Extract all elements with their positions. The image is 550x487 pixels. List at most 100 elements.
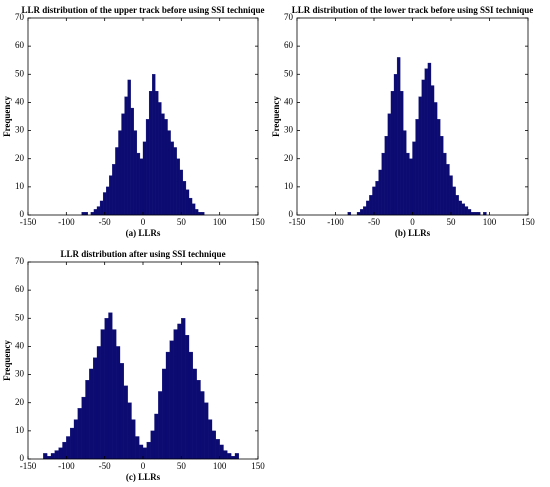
bar: [85, 380, 90, 460]
bar: [93, 209, 98, 216]
bar: [196, 380, 201, 460]
bar: [127, 79, 131, 216]
bar: [66, 436, 71, 460]
bar: [227, 453, 232, 460]
chart-title: LLR distribution of the upper track befo…: [22, 5, 265, 15]
bar: [133, 130, 138, 216]
bar: [219, 444, 224, 460]
x-axis-label: (a) LLRs: [126, 228, 161, 238]
bar: [139, 444, 144, 460]
bar: [473, 212, 478, 216]
y-tick-label: 10: [15, 425, 25, 435]
bar: [424, 68, 429, 216]
bar: [100, 329, 105, 460]
bar: [169, 340, 174, 460]
bar: [191, 203, 196, 216]
bar: [93, 357, 98, 460]
bar: [208, 419, 213, 460]
x-tick-label: -100: [327, 217, 344, 227]
x-tick-label: 0: [410, 217, 415, 227]
bar: [112, 164, 116, 216]
x-tick-label: -100: [58, 217, 75, 227]
bar: [406, 152, 410, 216]
bar: [106, 186, 110, 216]
x-tick-label: 0: [141, 461, 146, 471]
y-tick-label: 0: [20, 453, 25, 463]
bar: [436, 119, 441, 216]
chart-title: LLR distribution of the lower track befo…: [292, 5, 533, 15]
bar: [449, 175, 453, 216]
bar: [372, 186, 376, 216]
y-tick-label: 50: [15, 312, 25, 322]
bar: [182, 181, 187, 216]
bar: [403, 130, 407, 216]
bar: [458, 200, 462, 216]
x-tick-label: 50: [177, 217, 187, 227]
bar: [363, 206, 367, 216]
y-tick-label: 50: [15, 68, 25, 78]
bar: [90, 212, 95, 216]
y-tick-label: 70: [15, 256, 25, 266]
bar: [89, 368, 94, 460]
bar: [387, 113, 392, 216]
bar: [130, 107, 134, 216]
bar: [181, 318, 186, 460]
bar: [50, 453, 55, 460]
bar: [142, 141, 147, 216]
bar: [185, 335, 190, 460]
bar: [162, 368, 167, 460]
y-tick-label: 0: [20, 209, 25, 219]
bar: [152, 74, 156, 216]
x-tick-label: 50: [447, 217, 457, 227]
bar: [185, 189, 190, 216]
bar: [62, 441, 67, 460]
bar: [81, 396, 86, 460]
y-tick-label: 70: [284, 12, 294, 22]
chart-title: LLR distribution after using SSI techniq…: [60, 249, 225, 259]
bar: [470, 212, 475, 216]
bar: [109, 175, 113, 216]
y-tick-label: 50: [284, 68, 294, 78]
bar: [135, 436, 140, 460]
bar: [396, 57, 401, 216]
bar: [194, 209, 199, 216]
bar: [77, 408, 82, 460]
y-tick-label: 40: [15, 96, 25, 106]
bar: [201, 212, 205, 216]
bar: [381, 152, 385, 216]
bar: [170, 141, 174, 216]
y-tick-label: 60: [15, 284, 25, 294]
bar: [158, 391, 163, 460]
x-tick-label: -150: [20, 461, 37, 471]
bar: [366, 200, 370, 216]
bar: [418, 96, 422, 216]
bar: [192, 368, 197, 460]
bar: [176, 158, 180, 216]
bar: [112, 329, 117, 460]
bar: [145, 119, 150, 216]
x-tick-label: 150: [251, 217, 265, 227]
bar: [356, 212, 361, 216]
y-tick-label: 10: [15, 181, 25, 191]
bar: [467, 209, 472, 216]
bar: [477, 212, 481, 216]
bar: [443, 152, 447, 216]
bar: [154, 413, 159, 460]
y-tick-label: 30: [15, 369, 25, 379]
bar: [84, 212, 88, 216]
y-tick-label: 0: [289, 209, 294, 219]
bar: [150, 430, 155, 460]
x-axis-label: (c) LLRs: [126, 472, 161, 482]
bar: [165, 351, 170, 460]
bar: [415, 119, 419, 216]
y-tick-label: 60: [15, 40, 25, 50]
bar: [427, 62, 432, 216]
bar: [198, 212, 202, 216]
y-tick-label: 30: [15, 125, 25, 135]
x-tick-label: 150: [251, 461, 265, 471]
bar: [47, 456, 52, 460]
x-tick-label: 100: [213, 217, 227, 227]
bar: [58, 447, 63, 460]
x-tick-label: -100: [58, 461, 75, 471]
x-tick-label: 150: [521, 217, 535, 227]
